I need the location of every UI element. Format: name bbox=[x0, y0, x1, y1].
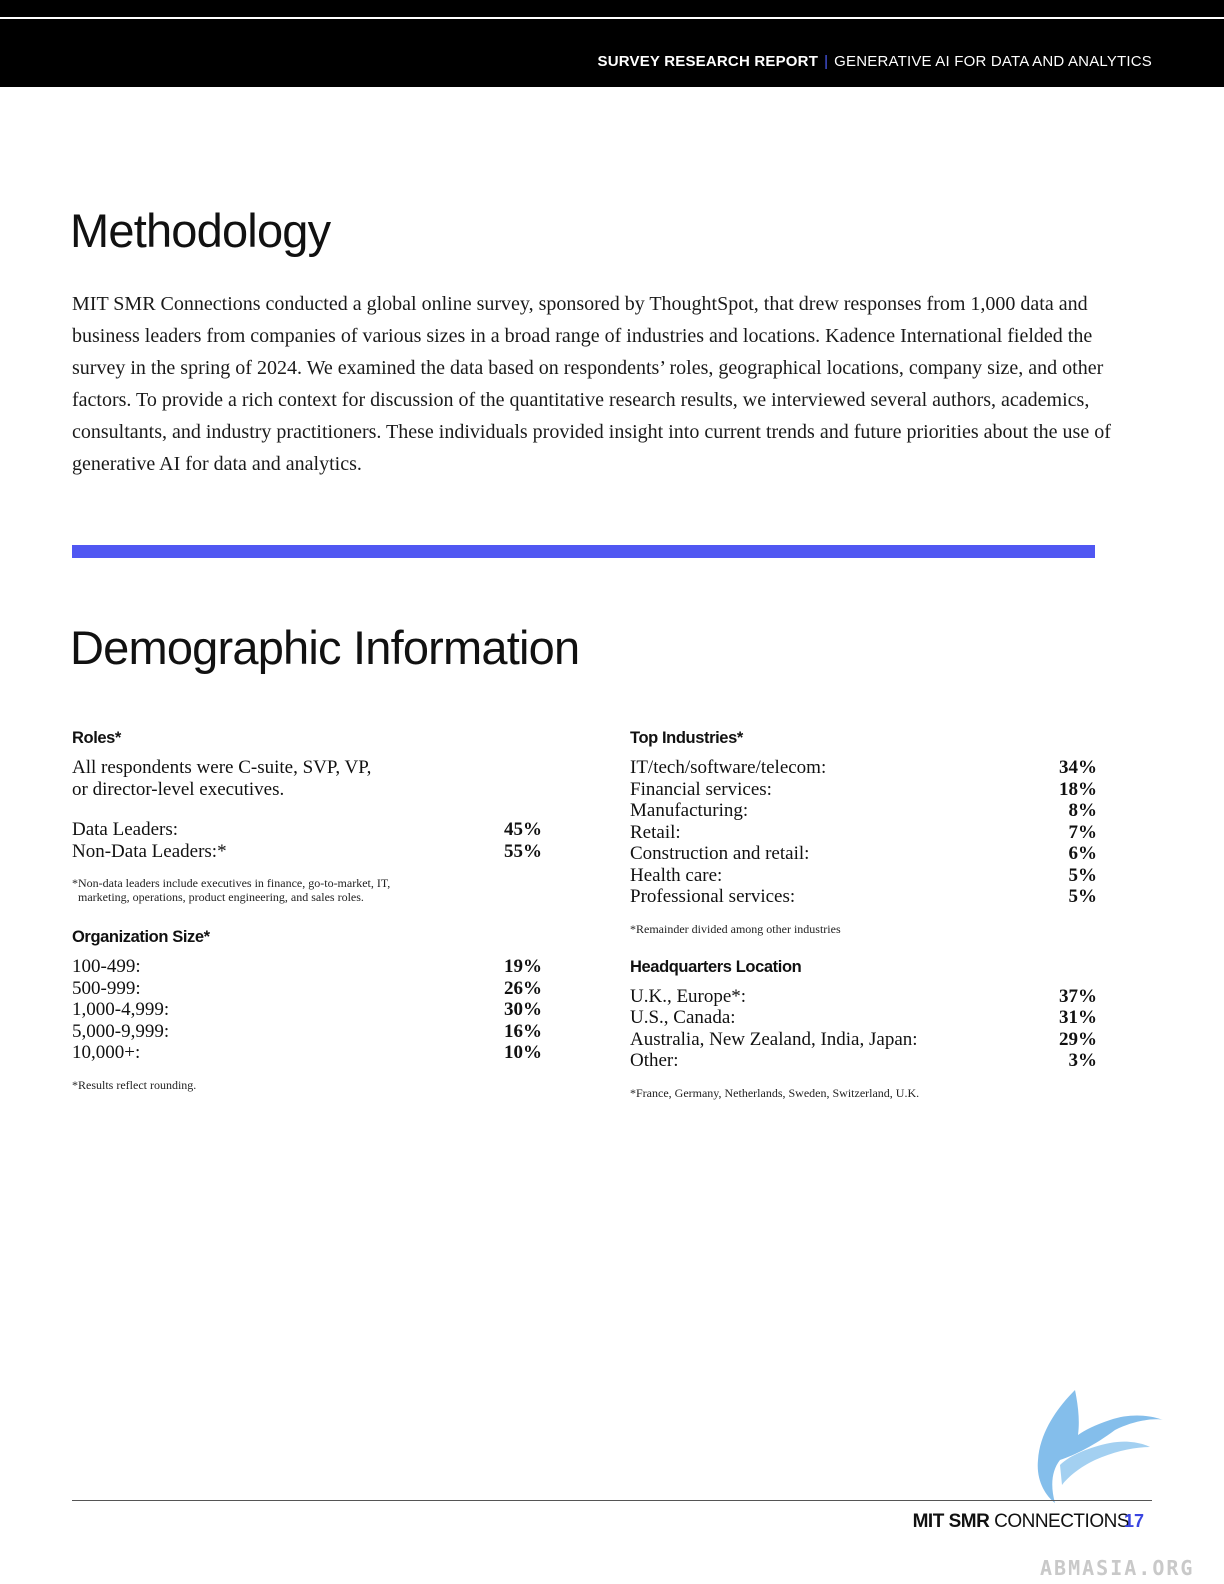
demographics-left-column: Roles* All respondents were C-suite, SVP… bbox=[72, 727, 542, 1092]
row-label: Retail: bbox=[630, 821, 681, 843]
row-value: 5% bbox=[1068, 886, 1098, 907]
report-label: SURVEY RESEARCH REPORT bbox=[597, 53, 819, 70]
row-label: 500-999: bbox=[72, 977, 141, 999]
roles-intro-line: or director-level executives. bbox=[72, 779, 285, 800]
industries-note: *Remainder divided among other industrie… bbox=[630, 921, 841, 936]
row-value: 34% bbox=[1059, 757, 1097, 778]
demographic-title: Demographic Information bbox=[70, 621, 580, 674]
list-item: Non-Data Leaders:* 55% bbox=[72, 841, 542, 863]
hq-heading: Headquarters Location bbox=[630, 957, 802, 976]
row-value: 16% bbox=[504, 1020, 542, 1042]
note-line: marketing, operations, product engineeri… bbox=[78, 890, 364, 904]
list-item: 1,000-4,999: 30% bbox=[72, 999, 542, 1021]
row-label: 1,000-4,999: bbox=[72, 999, 170, 1020]
page-header: SURVEY RESEARCH REPORT | GENERATIVE AI FOR… bbox=[0, 0, 1224, 87]
org-size-heading: Organization Size* bbox=[72, 928, 210, 946]
list-item: 500-999: 26% bbox=[72, 978, 542, 1000]
list-item: Australia, New Zealand, India, Japan: 29% bbox=[630, 1029, 1097, 1051]
org-size-note: *Results reflect rounding. bbox=[72, 1077, 197, 1092]
roles-heading: Roles* bbox=[72, 729, 121, 747]
list-item: 5,000-9,999: 16% bbox=[72, 1021, 542, 1043]
roles-intro: All respondents were C-suite, SVP, VP, o… bbox=[72, 757, 542, 801]
section-divider bbox=[72, 545, 1095, 558]
row-value: 31% bbox=[1059, 1007, 1097, 1028]
row-value: 37% bbox=[1059, 985, 1097, 1007]
row-value: 29% bbox=[1059, 1028, 1097, 1050]
report-topic: GENERATIVE AI FOR DATA AND ANALYTICS bbox=[834, 53, 1152, 70]
list-item: Professional services: 5% bbox=[630, 886, 1097, 908]
list-item: Manufacturing: 8% bbox=[630, 800, 1097, 822]
row-value: 45% bbox=[504, 819, 542, 840]
note-line: *Non-data leaders include executives in … bbox=[72, 876, 391, 890]
row-value: 7% bbox=[1068, 821, 1098, 843]
roles-intro-line: All respondents were C-suite, SVP, VP, bbox=[72, 757, 372, 778]
row-label: IT/tech/software/telecom: bbox=[630, 757, 827, 778]
roles-note: *Non-data leaders include executives in … bbox=[72, 876, 542, 904]
header-separator: | bbox=[824, 53, 829, 70]
list-item: Other: 3% bbox=[630, 1050, 1097, 1072]
row-value: 55% bbox=[504, 840, 542, 862]
row-label: 5,000-9,999: bbox=[72, 1020, 170, 1042]
row-value: 3% bbox=[1068, 1050, 1098, 1071]
roles-list: Data Leaders: 45% Non-Data Leaders:* 55% bbox=[72, 819, 542, 862]
footer-rule bbox=[72, 1500, 1152, 1501]
list-item: U.K., Europe*: 37% bbox=[630, 986, 1097, 1008]
hq-note: *France, Germany, Netherlands, Sweden, S… bbox=[630, 1085, 920, 1100]
list-item: Retail: 7% bbox=[630, 822, 1097, 844]
list-item: Data Leaders: 45% bbox=[72, 819, 542, 841]
list-item: IT/tech/software/telecom: 34% bbox=[630, 757, 1097, 779]
row-label: Data Leaders: bbox=[72, 819, 179, 840]
row-value: 10% bbox=[504, 1042, 542, 1063]
header-rule bbox=[0, 17, 1224, 19]
row-value: 8% bbox=[1068, 800, 1098, 821]
list-item: Financial services: 18% bbox=[630, 779, 1097, 801]
row-value: 5% bbox=[1068, 864, 1098, 886]
watermark-text: ABMASIA.ORG bbox=[1040, 1556, 1195, 1580]
row-label: 10,000+: bbox=[72, 1042, 141, 1063]
list-item: 10,000+: 10% bbox=[72, 1042, 542, 1064]
brand-regular: CONNECTIONS bbox=[994, 1511, 1129, 1532]
methodology-body: MIT SMR Connections conducted a global o… bbox=[72, 293, 1111, 475]
list-item: Construction and retail: 6% bbox=[630, 843, 1097, 865]
row-value: 19% bbox=[504, 956, 542, 977]
row-label: Manufacturing: bbox=[630, 800, 749, 821]
row-label: Financial services: bbox=[630, 778, 772, 800]
row-value: 18% bbox=[1059, 778, 1097, 800]
list-item: U.S., Canada: 31% bbox=[630, 1007, 1097, 1029]
industries-heading: Top Industries* bbox=[630, 729, 743, 747]
watermark-bird-icon bbox=[1037, 1390, 1163, 1503]
demographics-right-column: Top Industries* IT/tech/software/telecom… bbox=[630, 727, 1097, 1100]
row-value: 26% bbox=[504, 977, 542, 999]
list-item: Health care: 5% bbox=[630, 865, 1097, 887]
row-value: 30% bbox=[504, 999, 542, 1020]
row-label: Construction and retail: bbox=[630, 843, 810, 864]
row-label: Australia, New Zealand, India, Japan: bbox=[630, 1028, 918, 1050]
row-label: U.S., Canada: bbox=[630, 1007, 736, 1028]
row-label: 100-499: bbox=[72, 956, 141, 977]
row-value: 6% bbox=[1068, 843, 1098, 864]
row-label: U.K., Europe*: bbox=[630, 985, 747, 1007]
brand-bold: MIT SMR bbox=[912, 1511, 990, 1532]
page-number: 17 bbox=[1124, 1511, 1145, 1531]
hq-list: U.K., Europe*: 37% U.S., Canada: 31% Austr… bbox=[630, 986, 1097, 1072]
row-label: Other: bbox=[630, 1050, 679, 1071]
methodology-title: Methodology bbox=[70, 204, 331, 257]
org-size-list: 100-499: 19% 500-999: 26% 1,000-4,999: 30% … bbox=[72, 956, 542, 1064]
row-label: Health care: bbox=[630, 864, 723, 886]
footer-brand: MIT SMR CONNECTIONS bbox=[912, 1511, 1130, 1533]
industries-list: IT/tech/software/telecom: 34% Financial s… bbox=[630, 757, 1097, 908]
header-title: SURVEY RESEARCH REPORT | GENERATIVE AI FOR… bbox=[598, 53, 1153, 70]
row-label: Non-Data Leaders:* bbox=[72, 840, 227, 862]
list-item: 100-499: 19% bbox=[72, 956, 542, 978]
row-label: Professional services: bbox=[630, 886, 796, 907]
